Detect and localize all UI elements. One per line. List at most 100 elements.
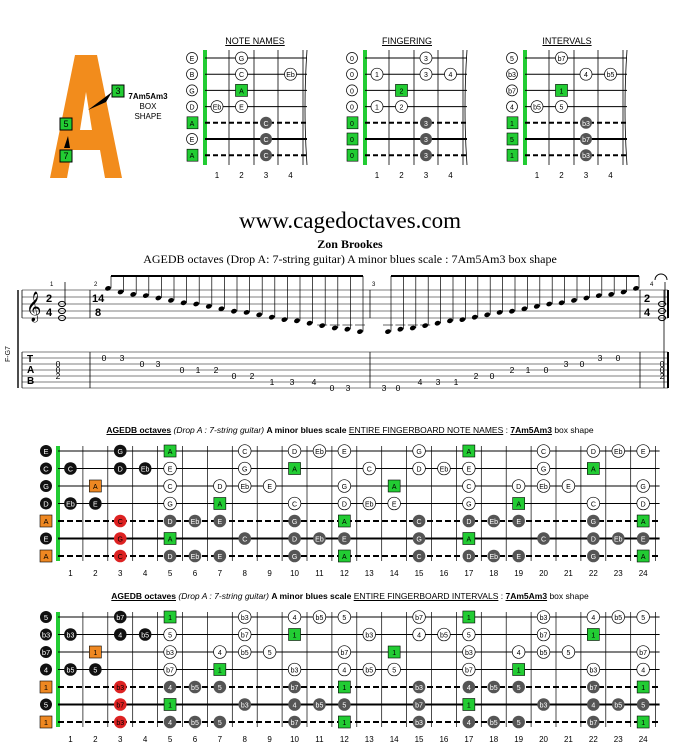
svg-text:3: 3 <box>120 353 125 363</box>
fret-note: G <box>238 461 252 476</box>
svg-text:5: 5 <box>566 650 570 657</box>
svg-text:b7: b7 <box>589 720 597 727</box>
svg-text:D: D <box>466 519 471 526</box>
shape-label: SHAPE <box>134 112 162 121</box>
svg-text:E: E <box>43 535 48 544</box>
fret-note: G <box>536 461 551 476</box>
svg-text:D: D <box>641 502 646 509</box>
fret-note: 5 <box>561 645 576 659</box>
svg-text:2: 2 <box>510 365 515 375</box>
open-label: 0 <box>350 137 354 144</box>
fret-number: 2 <box>93 569 98 578</box>
svg-text:b3: b3 <box>540 615 548 622</box>
fret-note: 1 <box>163 610 177 624</box>
svg-text:D: D <box>417 467 422 474</box>
fret-note: 1 <box>462 610 476 624</box>
svg-text:0: 0 <box>660 359 665 369</box>
svg-text:E: E <box>239 105 244 112</box>
svg-text:5: 5 <box>44 701 48 710</box>
svg-text:8: 8 <box>95 307 101 319</box>
svg-text:b5: b5 <box>191 685 199 692</box>
fret-number: 24 <box>639 735 648 744</box>
svg-text:D: D <box>118 467 123 474</box>
svg-text:1: 1 <box>467 615 471 622</box>
svg-text:b7: b7 <box>241 633 249 640</box>
svg-text:4: 4 <box>44 666 48 675</box>
svg-text:Eb: Eb <box>539 484 548 491</box>
shape-logo: 3 5 7 <box>50 55 125 178</box>
svg-text:E: E <box>342 537 347 544</box>
svg-text:4: 4 <box>418 377 423 387</box>
fret-note: G <box>288 514 301 528</box>
fret-number: 19 <box>514 569 523 578</box>
svg-text:b7: b7 <box>116 615 124 622</box>
fret-note: Eb <box>487 549 501 563</box>
open-label: 4 <box>510 105 514 112</box>
fret-note: 1 <box>636 715 650 729</box>
open-label: E <box>190 137 195 144</box>
svg-text:1: 1 <box>168 615 172 622</box>
svg-text:A: A <box>168 537 173 544</box>
fret-note: b5 <box>188 680 202 694</box>
svg-text:G: G <box>118 449 123 456</box>
svg-text:4: 4 <box>467 685 471 692</box>
fret-note: b5 <box>313 698 326 711</box>
fret-note: Eb <box>188 514 202 528</box>
svg-text:b7: b7 <box>558 56 566 63</box>
svg-text:0: 0 <box>660 365 665 375</box>
fret-note: E <box>387 496 401 511</box>
fret-note: b7 <box>288 680 301 694</box>
fret-note: 1 <box>163 698 177 711</box>
svg-text:5: 5 <box>342 615 346 622</box>
svg-text:C: C <box>239 72 244 79</box>
fret-note: G <box>113 532 127 545</box>
svg-text:1: 1 <box>641 720 645 727</box>
fret-note: b7 <box>587 715 600 729</box>
open-label: B <box>190 72 195 79</box>
svg-text:Eb: Eb <box>614 449 623 456</box>
fret-note: 4 <box>288 698 301 711</box>
fret-note: b7 <box>636 645 650 659</box>
svg-text:4: 4 <box>168 685 172 692</box>
fret-number: 11 <box>315 735 324 744</box>
fret-note: D <box>412 461 426 476</box>
svg-text:C: C <box>292 502 297 509</box>
svg-text:D: D <box>168 519 173 526</box>
svg-text:A: A <box>342 554 347 561</box>
finger-5-label: 5 <box>63 119 68 129</box>
fret-note: C <box>462 479 476 493</box>
fret-note: E <box>512 514 525 528</box>
svg-text:E: E <box>218 554 223 561</box>
svg-text:5: 5 <box>467 633 471 640</box>
svg-text:4: 4 <box>293 703 297 710</box>
svg-text:b5: b5 <box>241 650 249 657</box>
svg-text:b7: b7 <box>166 668 174 675</box>
fret-note: 5 <box>512 715 525 729</box>
svg-text:5: 5 <box>44 613 48 622</box>
svg-text:G: G <box>416 537 421 544</box>
svg-text:b7: b7 <box>639 650 647 657</box>
svg-text:C: C <box>118 554 123 561</box>
fret-note: 5 <box>213 680 227 694</box>
svg-text:b5: b5 <box>490 720 498 727</box>
svg-text:G: G <box>466 502 471 509</box>
fret-note: E <box>213 514 227 528</box>
svg-text:14: 14 <box>92 293 105 305</box>
svg-text:b5: b5 <box>365 668 373 675</box>
svg-text:A: A <box>93 484 98 491</box>
fret-note: C <box>113 549 127 563</box>
fret-note: 4 <box>412 627 426 642</box>
fret-note: b3 <box>287 662 302 677</box>
svg-text:b3: b3 <box>166 650 174 657</box>
fret-note: b7 <box>288 715 301 729</box>
svg-text:Eb: Eb <box>213 105 222 112</box>
svg-text:3: 3 <box>424 121 428 128</box>
fret-note: E <box>213 549 227 563</box>
svg-text:3: 3 <box>372 282 376 288</box>
fret-note: G <box>636 479 650 493</box>
svg-text:b5: b5 <box>607 72 615 79</box>
fret-number: 3 <box>584 171 589 180</box>
fingerboard-intervals: 5 b7 1 b3 4 b5 5 b7 1 b3 4 b5 5 b3 b3 4 b5 5 b7 1 b3 4 b5 5 b7 1 b… <box>39 610 660 744</box>
svg-text:1: 1 <box>526 365 531 375</box>
fret-note: b7 <box>412 610 426 624</box>
